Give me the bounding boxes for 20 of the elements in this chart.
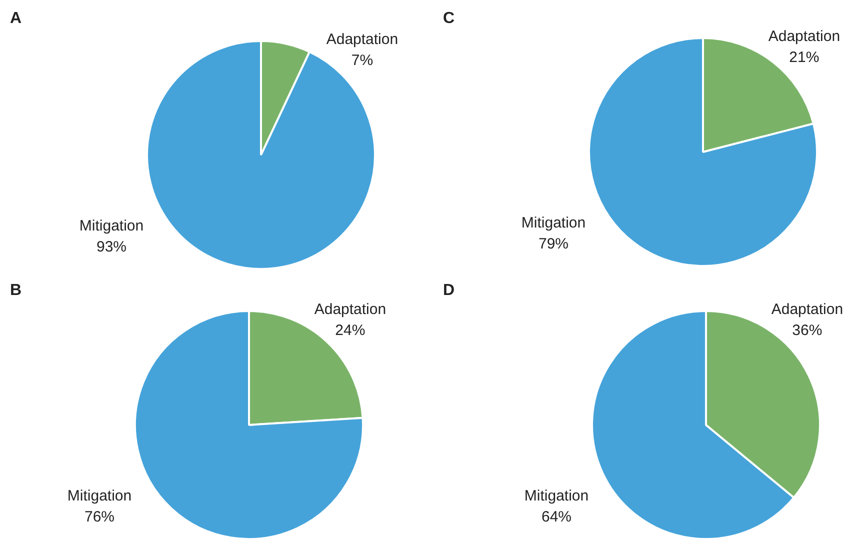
data-label: 21%: [789, 49, 820, 66]
slice-label: Mitigation: [67, 487, 132, 504]
chart-title: C: [443, 10, 455, 28]
slice-label: Mitigation: [521, 214, 586, 232]
data-label: 93%: [96, 238, 127, 256]
data-label: 79%: [538, 235, 569, 252]
data-label: 76%: [84, 508, 115, 526]
chart-title: D: [443, 282, 455, 300]
slice-label: Adaptation: [326, 31, 398, 48]
data-label: 36%: [792, 322, 822, 340]
chart-title: B: [10, 282, 22, 300]
chart-title: A: [10, 10, 22, 28]
slice-label: Mitigation: [524, 487, 589, 504]
data-label: 7%: [351, 52, 374, 70]
slice-label: Adaptation: [314, 301, 386, 318]
slice-label: Adaptation: [768, 28, 840, 46]
data-label: 24%: [335, 322, 366, 340]
data-label: 64%: [541, 508, 572, 526]
slice-label: Mitigation: [79, 217, 144, 234]
slice-label: Adaptation: [771, 301, 844, 318]
